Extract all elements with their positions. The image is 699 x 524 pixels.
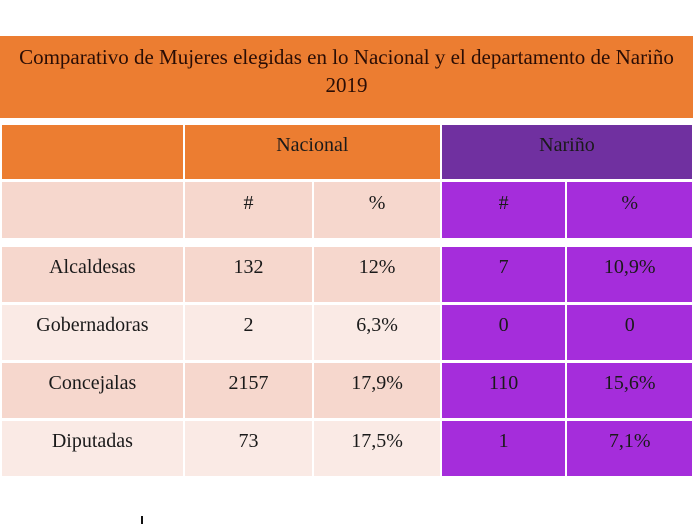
row-label: Concejalas <box>2 363 183 418</box>
comparison-table: Nacional Nariño # % # % Alcaldesas 132 1… <box>0 122 694 479</box>
nacional-pct: 6,3% <box>314 305 440 360</box>
nacional-count: 132 <box>184 247 313 302</box>
group-header-row: Nacional Nariño <box>2 125 692 179</box>
narino-pct: 15,6% <box>567 363 692 418</box>
row-label: Diputadas <box>2 421 183 476</box>
sub-header-empty <box>2 182 183 238</box>
table-row: Alcaldesas 132 12% 7 10,9% <box>2 247 692 302</box>
row-label: Alcaldesas <box>2 247 183 302</box>
table-row: Concejalas 2157 17,9% 110 15,6% <box>2 363 692 418</box>
table-row: Gobernadoras 2 6,3% 0 0 <box>2 305 692 360</box>
sub-header-nacional-count: # <box>184 182 313 238</box>
nacional-count: 2157 <box>184 363 313 418</box>
group-header-empty <box>2 125 183 179</box>
table-row: Diputadas 73 17,5% 1 7,1% <box>2 421 692 476</box>
nacional-pct: 17,5% <box>314 421 440 476</box>
nacional-count: 73 <box>184 421 313 476</box>
narino-pct: 0 <box>567 305 692 360</box>
title-line-2: 2019 <box>325 73 368 97</box>
narino-pct: 7,1% <box>567 421 692 476</box>
nacional-count: 2 <box>184 305 313 360</box>
title-line-1: Comparativo de Mujeres elegidas en lo Na… <box>19 45 674 69</box>
narino-count: 0 <box>441 305 566 360</box>
narino-count: 7 <box>441 247 566 302</box>
narino-count: 1 <box>441 421 566 476</box>
sub-header-narino-count: # <box>441 182 566 238</box>
group-header-nacional: Nacional <box>184 125 440 179</box>
sub-header-narino-pct: % <box>567 182 692 238</box>
narino-pct: 10,9% <box>567 247 692 302</box>
sub-header-nacional-pct: % <box>314 182 440 238</box>
row-label: Gobernadoras <box>2 305 183 360</box>
nacional-pct: 12% <box>314 247 440 302</box>
text-cursor-mark <box>141 516 143 524</box>
sub-header-row: # % # % <box>2 182 692 238</box>
narino-count: 110 <box>441 363 566 418</box>
nacional-pct: 17,9% <box>314 363 440 418</box>
table-title: Comparativo de Mujeres elegidas en lo Na… <box>0 36 693 118</box>
header-separator <box>2 241 692 244</box>
group-header-narino: Nariño <box>441 125 692 179</box>
